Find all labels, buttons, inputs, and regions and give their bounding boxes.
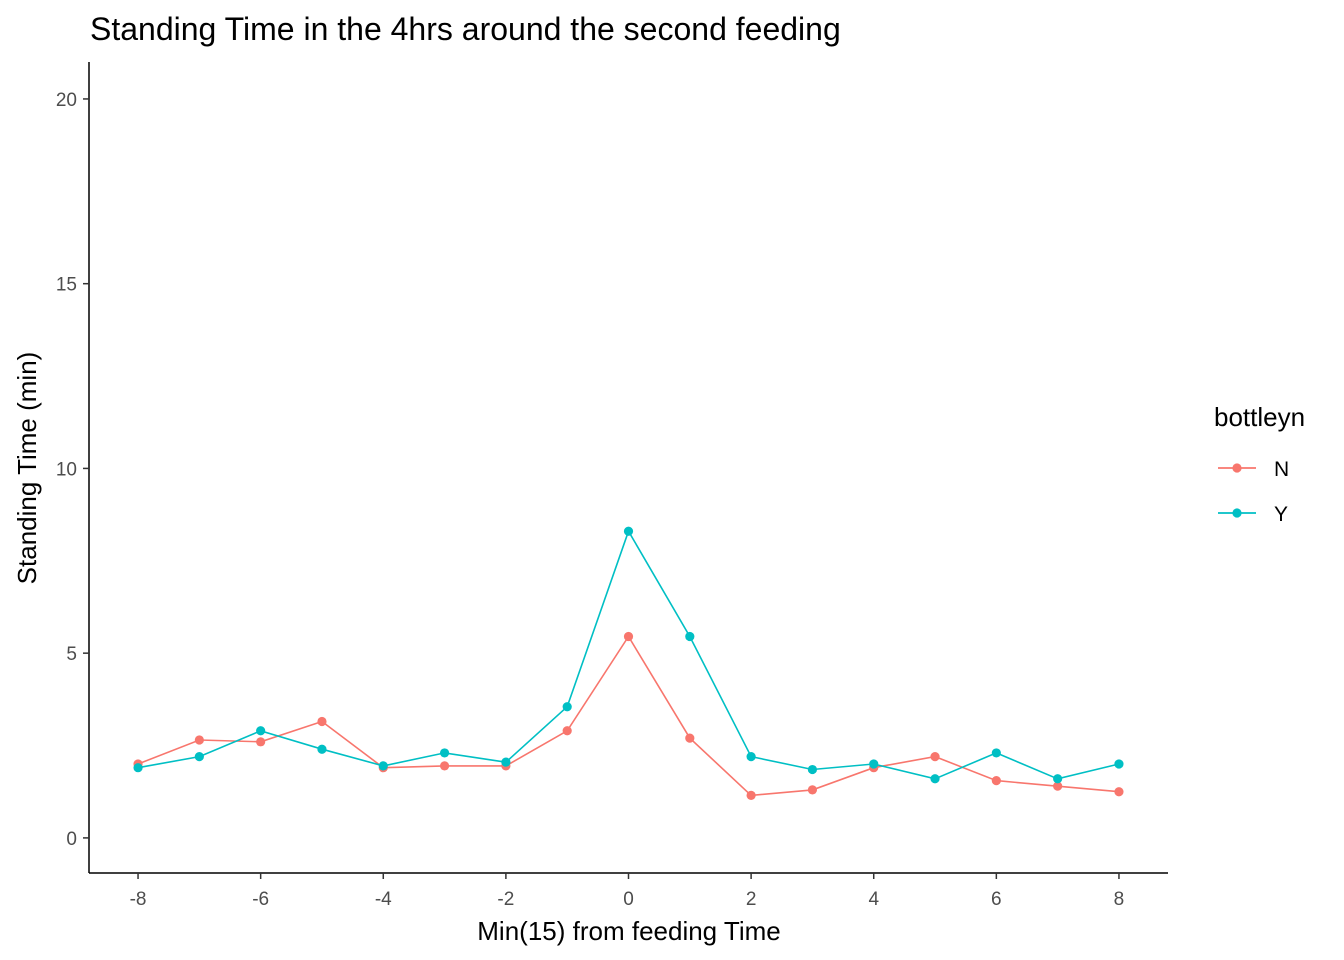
data-point-Y (194, 752, 204, 762)
data-point-N (256, 737, 266, 747)
data-point-Y (930, 774, 940, 784)
x-axis-ticks: -8 -6 -4 -2 0 2 4 6 8 (130, 873, 1125, 910)
legend-label-Y: Y (1274, 503, 1288, 526)
legend-label-N: N (1274, 458, 1289, 481)
legend-title: bottleyn (1214, 402, 1305, 432)
x-tick-label: -4 (375, 889, 392, 910)
chart-title: Standing Time in the 4hrs around the sec… (90, 11, 841, 47)
y-tick-label: 20 (56, 90, 77, 111)
legend-items: NY (1218, 458, 1289, 526)
data-point-Y (1114, 759, 1124, 769)
x-tick-label: -8 (130, 889, 147, 910)
data-point-N (930, 752, 940, 762)
data-point-N (1053, 781, 1063, 791)
data-point-N (807, 785, 818, 795)
data-point-N (685, 733, 695, 743)
data-point-N (746, 790, 756, 801)
x-tick-label: 6 (991, 889, 1002, 910)
data-point-Y (439, 748, 450, 758)
x-tick-label: -6 (252, 889, 269, 910)
data-point-Y (869, 759, 879, 769)
x-tick-label: -2 (497, 889, 514, 910)
data-point-Y (562, 702, 572, 712)
y-axis-ticks: 0 5 10 15 20 (56, 90, 89, 850)
data-point-N (194, 735, 204, 745)
data-point-Y (501, 757, 511, 767)
series-layer (133, 526, 1124, 801)
data-point-Y (1053, 774, 1063, 784)
plot-area: 0 5 10 15 20 -8 -6 -4 -2 0 2 4 6 8 (56, 62, 1168, 910)
y-tick-label: 15 (56, 275, 77, 296)
series-line-Y (137, 529, 1120, 780)
x-tick-label: 8 (1114, 889, 1125, 910)
data-point-Y (256, 726, 266, 736)
series-line-N (137, 634, 1120, 797)
data-point-Y (685, 631, 695, 642)
data-point-N (991, 776, 1001, 786)
data-point-Y (746, 752, 756, 762)
data-point-Y (623, 526, 634, 536)
legend: bottleyn NY (1214, 402, 1305, 526)
data-point-N (317, 716, 327, 727)
x-tick-label: 4 (868, 889, 879, 910)
y-tick-label: 10 (56, 459, 77, 480)
data-point-N (562, 726, 572, 736)
y-axis-title: Standing Time (min) (12, 352, 42, 585)
legend-key-point-N (1232, 463, 1242, 473)
x-tick-label: 0 (623, 889, 634, 910)
data-point-Y (133, 763, 143, 773)
data-point-N (1114, 787, 1124, 797)
data-point-Y (378, 761, 388, 771)
data-point-Y (991, 748, 1001, 758)
y-tick-label: 0 (66, 829, 77, 850)
data-point-Y (807, 764, 818, 775)
legend-key-point-Y (1232, 508, 1242, 518)
y-tick-label: 5 (66, 644, 77, 665)
x-axis-title: Min(15) from feeding Time (477, 916, 780, 946)
data-point-Y (317, 744, 327, 754)
data-point-N (623, 631, 634, 642)
data-point-N (439, 761, 450, 771)
x-tick-label: 2 (746, 889, 757, 910)
